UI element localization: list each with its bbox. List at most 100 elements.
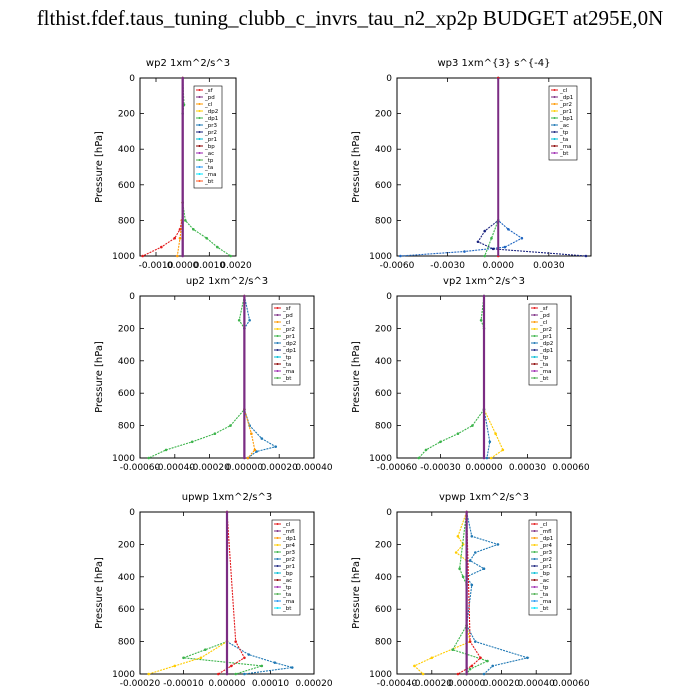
legend-entry: _pr2 [539,327,552,333]
series-point [489,456,493,460]
series-point [192,228,195,231]
series-point [417,456,421,460]
series-point [246,456,250,460]
y-tick-label: 800 [375,422,392,432]
legend-entry: _bp [204,144,215,150]
series-point [456,432,460,436]
legend-marker [198,166,201,168]
legend-entry: _tp [282,585,292,591]
legend-entry: _bt [204,179,214,185]
series-point [421,672,425,676]
y-tick-label: 1000 [369,252,392,262]
legend-marker [533,370,536,372]
legend-marker [553,138,556,140]
legend-marker [276,363,279,365]
series-point [230,664,233,668]
y-tick-label: 600 [118,389,135,399]
legend-marker [533,314,536,316]
legend-marker [533,593,536,595]
series-point [247,653,251,656]
legend-entry: _ta [539,362,548,368]
legend-entry: _cl [282,320,291,326]
legend-marker [198,173,201,175]
panel-title: wp2 1xm^2/s^3 [146,58,230,69]
legend-marker [533,607,536,609]
legend-entry: _tp [539,585,549,591]
series-point [474,551,477,554]
legend-entry: _pr1 [539,564,552,570]
series-point [461,575,465,579]
legend-marker [533,363,536,365]
series-point [430,656,434,660]
legend-marker [553,131,556,133]
y-tick-label: 400 [118,357,135,367]
series-point [491,247,495,251]
y-tick-label: 0 [386,74,392,84]
legend-marker [276,600,279,602]
legend-marker [533,328,536,330]
series-line-dp1 [418,295,485,459]
series-point [234,640,237,643]
y-axis-label: Pressure [hPa] [351,557,362,629]
legend-marker [276,579,279,581]
x-tick-label: 0.00020 [483,679,520,689]
x-tick-label: -0.00020 [412,679,453,689]
legend-marker [276,537,279,539]
y-tick-label: 600 [375,605,392,615]
x-tick-label: 0.00000 [448,679,485,689]
legend-marker [533,579,536,581]
series-point [250,432,253,436]
legend-marker [533,600,536,602]
legend-entry: _bp1 [559,116,573,122]
x-tick-label: 0.0010 [194,261,226,271]
series-point [501,448,505,452]
x-tick-label: 0.00020 [295,679,332,689]
legend-marker [198,180,201,182]
chart-panel-3: up2 1xm^2/s^3 Pressure [hPa] 0 200 400 600 800… [94,276,333,473]
series-point [229,424,232,427]
series-point [490,236,493,240]
legend-entry: _pr3 [204,123,218,129]
series-point [470,583,474,587]
legend-marker [198,145,201,147]
series-line-bp [183,512,262,675]
legend-entry: _pr1 [559,109,572,115]
series-line-dp1 [218,511,246,675]
legend-entry: _ac [539,578,549,584]
x-tick-label: -0.00020 [189,463,230,473]
legend-marker [276,377,279,379]
x-tick-label: 0.00060 [552,463,589,473]
x-tick-label: -0.00010 [163,679,204,689]
legend-entry: _bp [282,571,293,577]
y-tick-label: 0 [386,508,392,518]
series-point [147,672,150,676]
series-point [470,664,474,668]
chart-panel-1: wp2 1xm^2/s^3 Pressure [hPa] 0 200 400 600 800… [94,58,252,271]
series-point [470,535,474,538]
series-point [485,456,489,460]
legend-marker [533,321,536,323]
y-tick-label: 200 [375,110,392,120]
legend-entry: _dp2 [282,341,296,347]
series-point [507,228,510,231]
legend-marker [533,349,536,351]
legend-marker [276,530,279,532]
legend-marker [198,152,201,154]
series-line-tp [483,296,491,459]
y-tick-label: 600 [375,389,392,399]
legend-entry: _pd [282,313,293,319]
legend-entry: _ta [204,165,213,171]
x-tick-label: 0.00040 [295,463,332,473]
y-tick-label: 1000 [112,252,135,262]
legend-entry: _sf [539,306,549,312]
legend-entry: _bt [539,606,549,612]
legend-entry: _cl [204,102,213,108]
legend-marker [276,565,279,567]
legend-marker [276,607,279,609]
legend-marker [198,110,201,112]
y-axis-label: Pressure [hPa] [94,557,105,629]
legend-entry: _ma [204,172,216,178]
series-point [424,448,428,452]
legend-marker [276,586,279,588]
series-point [255,450,258,453]
